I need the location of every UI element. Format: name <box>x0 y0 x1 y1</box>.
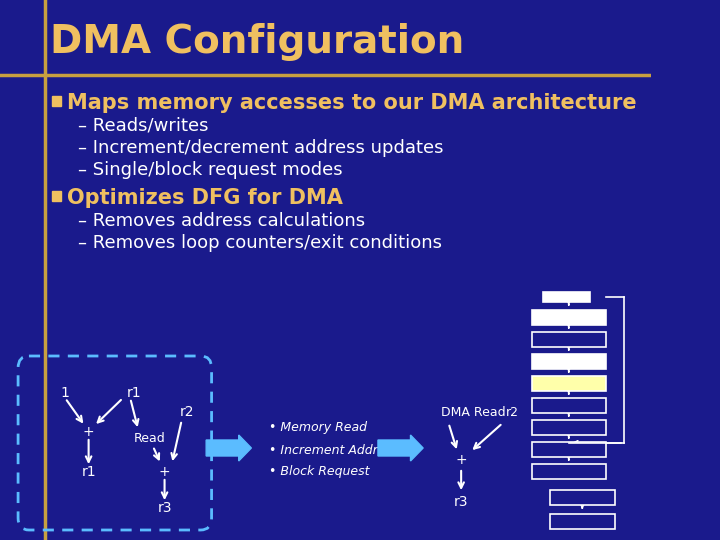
Bar <box>531 310 606 325</box>
Text: • Increment Address: • Increment Address <box>269 443 399 456</box>
Text: • Memory Read: • Memory Read <box>269 422 367 435</box>
Text: DMA Configuration: DMA Configuration <box>50 23 464 61</box>
Text: Read: Read <box>133 431 165 444</box>
Bar <box>550 514 615 529</box>
Text: – Removes loop counters/exit conditions: – Removes loop counters/exit conditions <box>78 234 442 252</box>
Bar <box>531 464 606 479</box>
Bar <box>543 292 590 302</box>
Bar <box>531 420 606 435</box>
Text: – Single/block request modes: – Single/block request modes <box>78 161 343 179</box>
Text: +: + <box>83 425 94 439</box>
Bar <box>531 442 606 457</box>
Text: r1: r1 <box>81 465 96 479</box>
Text: r2: r2 <box>180 405 194 419</box>
Text: +: + <box>158 465 171 479</box>
Text: r3: r3 <box>157 501 172 515</box>
Text: r1: r1 <box>127 386 141 400</box>
Text: DMA Read: DMA Read <box>441 407 506 420</box>
Text: – Reads/writes: – Reads/writes <box>78 117 208 135</box>
Text: Maps memory accesses to our DMA architecture: Maps memory accesses to our DMA architec… <box>67 93 636 113</box>
Bar <box>550 490 615 505</box>
Text: r2: r2 <box>506 407 519 420</box>
Text: – Increment/decrement address updates: – Increment/decrement address updates <box>78 139 444 157</box>
Bar <box>53 191 61 201</box>
Text: – Removes address calculations: – Removes address calculations <box>78 212 365 230</box>
Text: • Block Request: • Block Request <box>269 465 370 478</box>
Bar <box>531 398 606 413</box>
Text: 1: 1 <box>60 386 70 400</box>
Bar <box>531 354 606 369</box>
Bar <box>53 96 61 106</box>
Text: r3: r3 <box>454 495 469 509</box>
Text: +: + <box>455 453 467 467</box>
Bar <box>531 332 606 347</box>
Text: Optimizes DFG for DMA: Optimizes DFG for DMA <box>67 188 343 208</box>
FancyArrow shape <box>378 435 423 461</box>
Bar <box>531 376 606 391</box>
FancyArrow shape <box>206 435 251 461</box>
